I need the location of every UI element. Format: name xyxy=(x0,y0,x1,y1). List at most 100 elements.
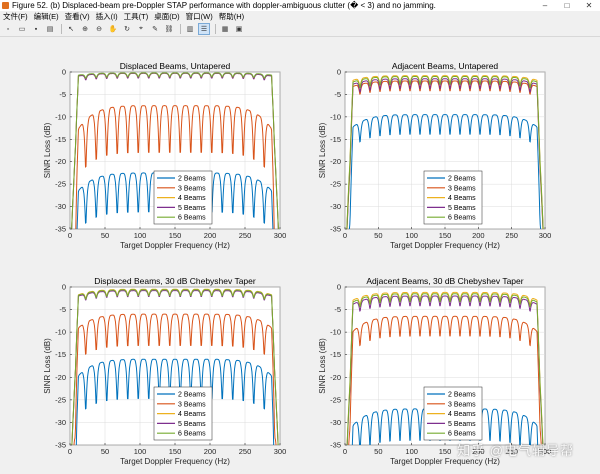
y-tick-label: -10 xyxy=(55,328,66,337)
series-line-6-beams xyxy=(346,76,544,229)
y-tick-label: -15 xyxy=(330,350,341,359)
edit-plot-arrow-icon[interactable]: ↖ xyxy=(68,26,74,33)
insert-colorbar-icon[interactable]: ▥ xyxy=(186,26,194,33)
legend-entry: 4 Beams xyxy=(178,195,206,202)
minimize-button[interactable]: – xyxy=(542,1,548,10)
y-tick-label: -30 xyxy=(330,418,341,427)
legend-entry: 5 Beams xyxy=(448,421,476,428)
legend-entry: 4 Beams xyxy=(448,411,476,418)
print-icon[interactable]: ▤ xyxy=(46,26,54,33)
brush-icon[interactable]: ✎ xyxy=(152,26,158,33)
x-axis-label: Target Doppler Frequency (Hz) xyxy=(120,457,230,466)
x-tick-label: 100 xyxy=(405,231,418,240)
legend-entry: 3 Beams xyxy=(448,401,476,408)
x-tick-label: 0 xyxy=(68,231,72,240)
menu-window[interactable]: 窗口(W) xyxy=(185,12,213,21)
legend[interactable]: 2 Beams 3 Beams 4 Beams 5 Beams 6 Beams xyxy=(423,170,483,225)
maximize-button[interactable]: □ xyxy=(564,1,570,10)
legend-entry: 2 Beams xyxy=(178,392,206,399)
rotate-3d-icon[interactable]: ↻ xyxy=(124,26,130,33)
window-controls: – □ ✕ xyxy=(534,0,600,11)
y-axis-label: SINR Loss (dB) xyxy=(43,122,52,178)
series-line-6-beams xyxy=(71,289,279,445)
x-axis-label: Target Doppler Frequency (Hz) xyxy=(390,241,500,250)
axes-3[interactable]: 0 50 100 150 200 250 300 0 -5 -10 -15 -20 -25 -30 -35 D… xyxy=(43,276,286,468)
hide-plot-tools-icon[interactable]: ▦ xyxy=(221,26,229,33)
x-tick-label: 300 xyxy=(274,447,287,456)
y-tick-label: -10 xyxy=(330,328,341,337)
menu-insert[interactable]: 插入(I) xyxy=(95,12,118,21)
x-tick-label: 300 xyxy=(274,231,287,240)
insert-legend-icon[interactable]: ☰ xyxy=(198,23,210,35)
series-line-2-beams xyxy=(348,114,542,229)
y-tick-label: -30 xyxy=(330,202,341,211)
y-axis-label: SINR Loss (dB) xyxy=(318,122,327,178)
y-axis-label: SINR Loss (dB) xyxy=(318,338,327,394)
legend[interactable]: 2 Beams 3 Beams 4 Beams 5 Beams 6 Beams xyxy=(423,386,483,441)
x-tick-label: 50 xyxy=(101,447,109,456)
y-tick-label: -25 xyxy=(55,180,66,189)
legend-entry: 5 Beams xyxy=(448,205,476,212)
x-tick-label: 250 xyxy=(505,447,518,456)
series-line-3-beams xyxy=(75,105,275,229)
save-icon[interactable]: ▪ xyxy=(34,25,38,33)
y-axis-label: SINR Loss (dB) xyxy=(43,338,52,394)
x-tick-label: 100 xyxy=(134,447,147,456)
link-icon[interactable]: ⛓ xyxy=(164,26,174,33)
legend-entry: 2 Beams xyxy=(178,176,206,183)
menu-file[interactable]: 文件(F) xyxy=(3,12,28,21)
data-cursor-icon[interactable]: ⌖ xyxy=(139,25,143,32)
menu-edit[interactable]: 编辑(E) xyxy=(33,12,59,21)
axes-2[interactable]: 0 50 100 150 200 250 300 0 -5 -10 -15 -20 -25 -30 -35 A… xyxy=(318,61,551,251)
open-file-icon[interactable]: ▭ xyxy=(18,26,26,33)
plot-area xyxy=(346,291,544,445)
y-tick-label: 0 xyxy=(337,283,341,292)
series-line-6-beams xyxy=(346,293,544,445)
axes-title: Adjacent Beams, Untapered xyxy=(392,61,499,71)
toolbar-separator xyxy=(180,24,181,34)
legend[interactable]: 2 Beams 3 Beams 4 Beams 5 Beams 6 Beams xyxy=(153,170,213,225)
series-line-6-beams xyxy=(71,72,279,229)
zoom-out-icon[interactable]: ⊖ xyxy=(96,26,102,33)
series-line-3-beams xyxy=(346,80,544,229)
toolbar-separator xyxy=(61,24,62,34)
menu-help[interactable]: 帮助(H) xyxy=(218,12,245,21)
show-plot-tools-icon[interactable]: ▣ xyxy=(235,26,243,33)
menu-desktop[interactable]: 桌面(D) xyxy=(154,12,180,21)
y-tick-label: -25 xyxy=(330,395,341,404)
series-line-3-beams xyxy=(73,313,277,445)
legend-entry: 3 Beams xyxy=(178,185,206,192)
y-tick-label: -35 xyxy=(55,441,66,450)
x-tick-label: 250 xyxy=(239,231,252,240)
y-tick-label: -15 xyxy=(330,135,341,144)
x-tick-label: 200 xyxy=(472,231,485,240)
y-tick-label: -5 xyxy=(59,90,66,99)
y-tick-label: -20 xyxy=(55,157,66,166)
y-tick-label: -25 xyxy=(330,180,341,189)
close-button[interactable]: ✕ xyxy=(585,1,593,10)
menu-tools[interactable]: 工具(T) xyxy=(123,12,149,21)
figure-plots: 0 50 100 150 200 250 300 0 -5 -10 -15 -20 -25 -30 -35 D… xyxy=(43,61,551,468)
series-line-5-beams xyxy=(346,295,544,445)
axes-4[interactable]: 0 50 100 150 200 250 300 0 -5 -10 -15 -20 -25 -30 -35 A… xyxy=(318,276,551,468)
y-tick-label: -35 xyxy=(330,441,341,450)
pan-hand-icon[interactable]: ✋ xyxy=(108,26,118,33)
x-tick-label: 150 xyxy=(169,447,182,456)
matlab-figure-icon xyxy=(2,2,9,9)
x-tick-label: 150 xyxy=(439,231,452,240)
legend-entry: 5 Beams xyxy=(178,205,206,212)
axes-1[interactable]: 0 50 100 150 200 250 300 0 -5 -10 -15 -20 -25 -30 -35 D… xyxy=(43,61,286,251)
zoom-in-icon[interactable]: ⊕ xyxy=(82,26,88,33)
menu-view[interactable]: 查看(V) xyxy=(64,12,90,21)
series-line-5-beams xyxy=(346,78,544,229)
y-tick-label: -5 xyxy=(59,305,66,314)
legend-entry: 4 Beams xyxy=(178,411,206,418)
toolbar-separator xyxy=(215,24,216,34)
legend[interactable]: 2 Beams 3 Beams 4 Beams 5 Beams 6 Beams xyxy=(153,386,213,441)
figure-toolbar: ▫ ▭ ▪ ▤ ↖ ⊕ ⊖ ✋ ↻ ⌖ ✎ ⛓ ▥ ☰ ▦ ▣ xyxy=(0,22,600,37)
y-tick-label: -20 xyxy=(55,373,66,382)
y-tick-label: -5 xyxy=(334,305,341,314)
new-figure-icon[interactable]: ▫ xyxy=(6,25,10,33)
axes-title: Adjacent Beams, 30 dB Chebyshev Taper xyxy=(366,276,523,286)
x-axis-label: Target Doppler Frequency (Hz) xyxy=(120,241,230,250)
